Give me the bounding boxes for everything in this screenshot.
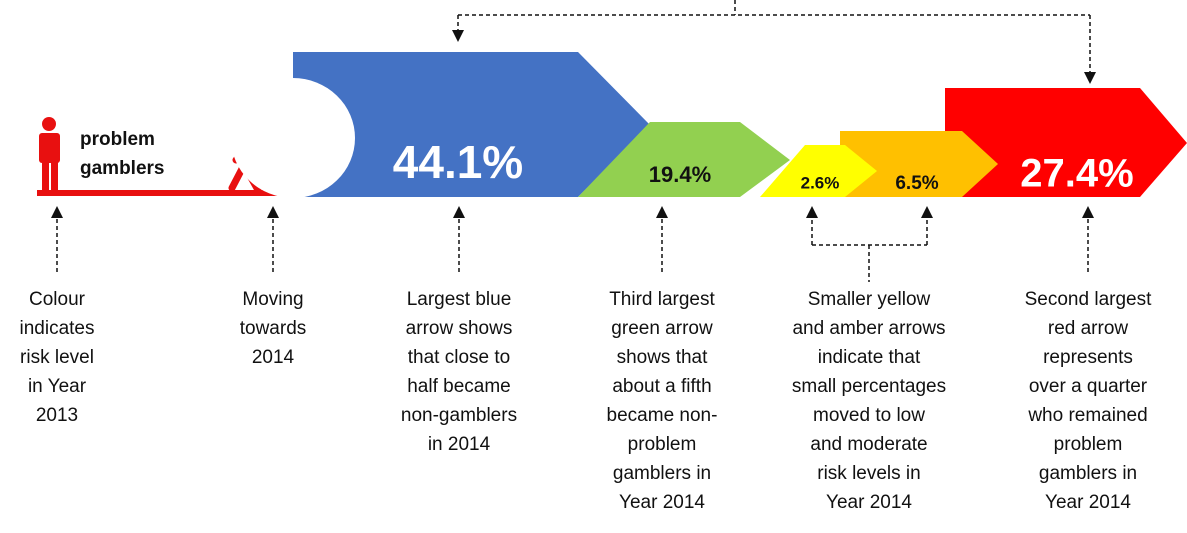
- caption-line: Third largest: [609, 289, 715, 310]
- caption-line: 2014: [252, 347, 295, 368]
- caption-line: gamblers in: [613, 463, 711, 484]
- caption-line: moved to low: [813, 405, 925, 426]
- caption-line: problem: [628, 434, 697, 455]
- caption-line: indicates: [20, 318, 95, 339]
- caption-line: in 2014: [428, 434, 491, 455]
- caption-line: Smaller yellow: [808, 289, 931, 310]
- caption-line: who remained: [1027, 405, 1147, 426]
- caption-line: shows that: [617, 347, 709, 368]
- caption-line: risk levels in: [817, 463, 920, 484]
- arrow-label: 2.6%: [801, 173, 840, 192]
- cutout: [231, 78, 355, 198]
- red-arrow: [945, 88, 1187, 197]
- caption-line: Year 2014: [826, 492, 912, 513]
- caption-line: 2013: [36, 405, 78, 426]
- caption-line: small percentages: [792, 376, 946, 397]
- caption-line: over a quarter: [1029, 376, 1148, 397]
- caption-line: problem: [1054, 434, 1123, 455]
- caption-line: about a fifth: [612, 376, 711, 397]
- caption-line: and amber arrows: [792, 318, 945, 339]
- legend-text: gamblers: [80, 158, 164, 179]
- caption-line: indicate that: [818, 347, 921, 368]
- caption-line: became non-: [607, 405, 718, 426]
- caption-line: Year 2014: [619, 492, 705, 513]
- green-arrow: [578, 122, 790, 197]
- legend-text: problem: [80, 129, 155, 150]
- caption-line: Largest blue: [407, 289, 512, 310]
- connectors: [51, 0, 1096, 282]
- arrow-label: 44.1%: [393, 136, 523, 188]
- arrow-label: 19.4%: [649, 162, 711, 187]
- caption-line: Colour: [29, 289, 86, 310]
- caption-line: gamblers in: [1039, 463, 1137, 484]
- caption-line: Second largest: [1025, 289, 1152, 310]
- caption-line: non-gamblers: [401, 405, 517, 426]
- caption-line: green arrow: [611, 318, 713, 339]
- arrow-label: 6.5%: [895, 173, 938, 194]
- person-icon: [39, 117, 60, 190]
- caption-line: half became: [407, 376, 511, 397]
- blue-arrow: [293, 52, 650, 197]
- caption-line: in Year: [28, 376, 87, 397]
- caption-line: that close to: [408, 347, 510, 368]
- risk-line: [37, 190, 293, 196]
- caption-line: risk level: [20, 347, 94, 368]
- caption-line: Year 2014: [1045, 492, 1131, 513]
- caption-line: red arrow: [1048, 318, 1129, 339]
- caption-line: towards: [240, 318, 307, 339]
- caption-line: and moderate: [810, 434, 927, 455]
- caption-line: arrow shows: [406, 318, 513, 339]
- arrow-label: 27.4%: [1020, 152, 1133, 196]
- caption-line: represents: [1043, 347, 1133, 368]
- yellow-arrow: [760, 145, 877, 197]
- caption-line: Moving: [242, 289, 303, 310]
- amber-arrow: [840, 131, 998, 197]
